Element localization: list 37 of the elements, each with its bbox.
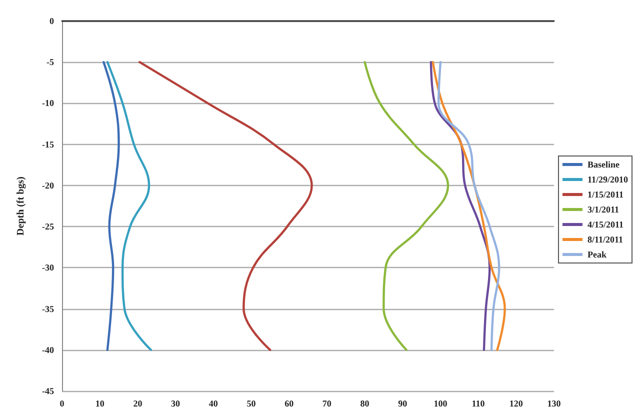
legend-label: 4/15/2011 [587, 220, 624, 230]
x-tick-label: 30 [171, 398, 181, 408]
x-tick-label: 120 [509, 398, 524, 408]
x-tick-label: 130 [547, 398, 562, 408]
y-tick-label: -5 [46, 57, 54, 68]
x-tick-label: 110 [472, 398, 486, 408]
x-tick-label: 60 [284, 398, 294, 408]
x-tick-label: 50 [246, 398, 256, 408]
y-tick-label: -25 [42, 222, 54, 232]
y-tick-label: -40 [42, 344, 54, 355]
legend-label: 3/1/2011 [587, 204, 620, 214]
line-series [364, 61, 450, 351]
legend-label: 11/29/2010 [587, 174, 628, 184]
legend-label: Baseline [587, 160, 620, 170]
line-series [138, 61, 313, 351]
legend-label: Peak [587, 250, 606, 260]
legend-label: 8/11/2011 [587, 234, 624, 244]
y-tick-label: -20 [42, 180, 54, 190]
y-axis-title: Depth (ft bgs) [16, 176, 26, 236]
x-tick-label: 100 [434, 398, 448, 408]
y-tick-label: -45 [42, 386, 54, 396]
x-tick-label: 10 [95, 398, 105, 408]
y-tick-label: -35 [42, 304, 54, 314]
y-tick-label: -15 [42, 139, 54, 150]
line-series [106, 61, 152, 351]
x-tick-label: 90 [398, 398, 408, 408]
x-tick-label: 20 [133, 398, 143, 408]
x-tick-label: 80 [360, 398, 370, 408]
x-tick-label: 70 [322, 398, 332, 408]
x-tick-label: 0 [60, 398, 65, 408]
line-series [102, 61, 120, 351]
y-tick-label: -30 [42, 262, 54, 273]
y-tick-label: -10 [42, 98, 54, 108]
y-tick-label: 0 [50, 16, 54, 26]
x-tick-label: 40 [208, 398, 218, 408]
legend-label: 1/15/2011 [587, 190, 624, 200]
line-series [430, 61, 491, 351]
